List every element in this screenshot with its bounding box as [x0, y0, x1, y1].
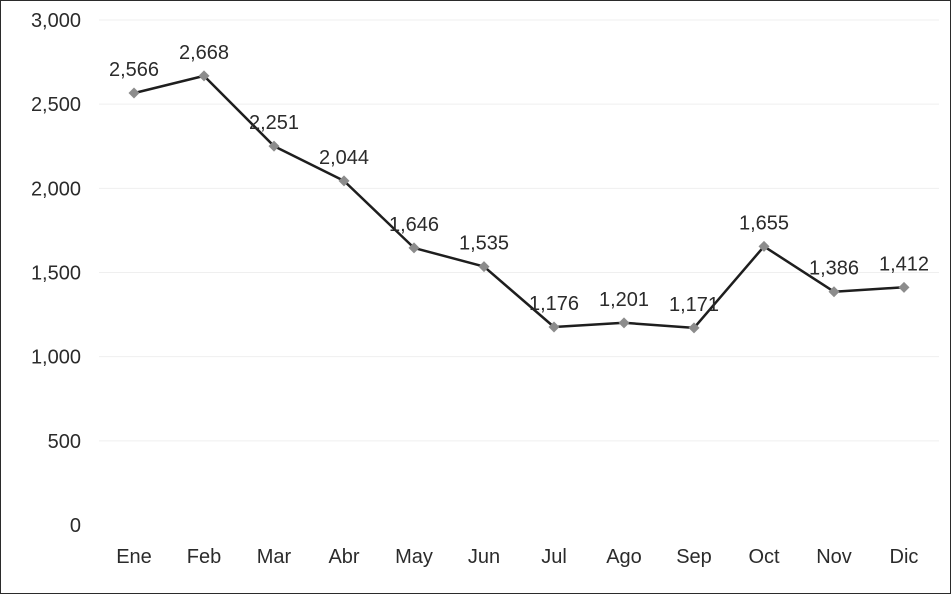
x-tick-label: Dic [890, 546, 919, 568]
data-point-marker [128, 87, 140, 99]
data-label: 1,201 [599, 289, 649, 311]
data-label: 1,412 [879, 253, 929, 275]
y-tick-label: 0 [70, 515, 81, 537]
x-tick-label: Ago [606, 546, 642, 568]
x-tick-label: Oct [748, 546, 780, 568]
x-tick-label: Abr [328, 546, 359, 568]
x-tick-label: Sep [676, 546, 712, 568]
x-tick-label: Nov [816, 546, 852, 568]
series-markers [128, 70, 910, 334]
y-tick-label: 2,500 [31, 94, 81, 116]
x-tick-label: Jun [468, 546, 500, 568]
y-tick-label: 3,000 [31, 10, 81, 32]
data-point-marker [338, 175, 350, 187]
y-tick-label: 1,000 [31, 347, 81, 369]
data-labels: 2,566 2,668 2,251 2,044 1,646 1,535 1,176 1,201… [109, 42, 929, 316]
data-label: 1,535 [459, 233, 509, 255]
data-label: 1,176 [529, 293, 579, 315]
y-tick-label: 2,000 [31, 178, 81, 200]
y-tick-label: 1,500 [31, 263, 81, 285]
x-tick-label: May [395, 546, 433, 568]
data-point-marker [758, 240, 770, 252]
series-line-layer [133, 74, 905, 330]
data-label: 2,668 [179, 42, 229, 64]
y-tick-label: 500 [48, 431, 81, 453]
data-point-marker [478, 261, 490, 273]
data-point-marker [198, 70, 210, 82]
data-point-marker [618, 317, 630, 329]
data-point-marker [688, 322, 700, 334]
x-tick-label: Feb [187, 546, 221, 568]
data-label: 2,251 [249, 112, 299, 134]
data-point-marker [828, 286, 840, 298]
x-tick-label: Ene [116, 546, 152, 568]
data-point-marker [408, 242, 420, 254]
x-tick-label: Mar [257, 546, 292, 568]
series-line [133, 74, 905, 330]
data-point-marker [268, 140, 280, 152]
gridlines [99, 19, 939, 442]
y-axis-ticks: 0 500 1,000 1,500 2,000 2,500 3,000 [31, 10, 81, 537]
data-point-marker [548, 321, 560, 333]
data-label: 2,566 [109, 59, 159, 81]
data-label: 1,646 [389, 214, 439, 236]
data-label: 2,044 [319, 147, 369, 169]
x-axis-ticks: Ene Feb Mar Abr May Jun Jul Ago Sep Oct Nov Dic [116, 546, 918, 568]
data-label: 1,386 [809, 258, 859, 280]
data-point-marker [898, 281, 910, 293]
data-label: 1,171 [669, 294, 719, 316]
data-label: 1,655 [739, 212, 789, 234]
x-tick-label: Jul [541, 546, 567, 568]
